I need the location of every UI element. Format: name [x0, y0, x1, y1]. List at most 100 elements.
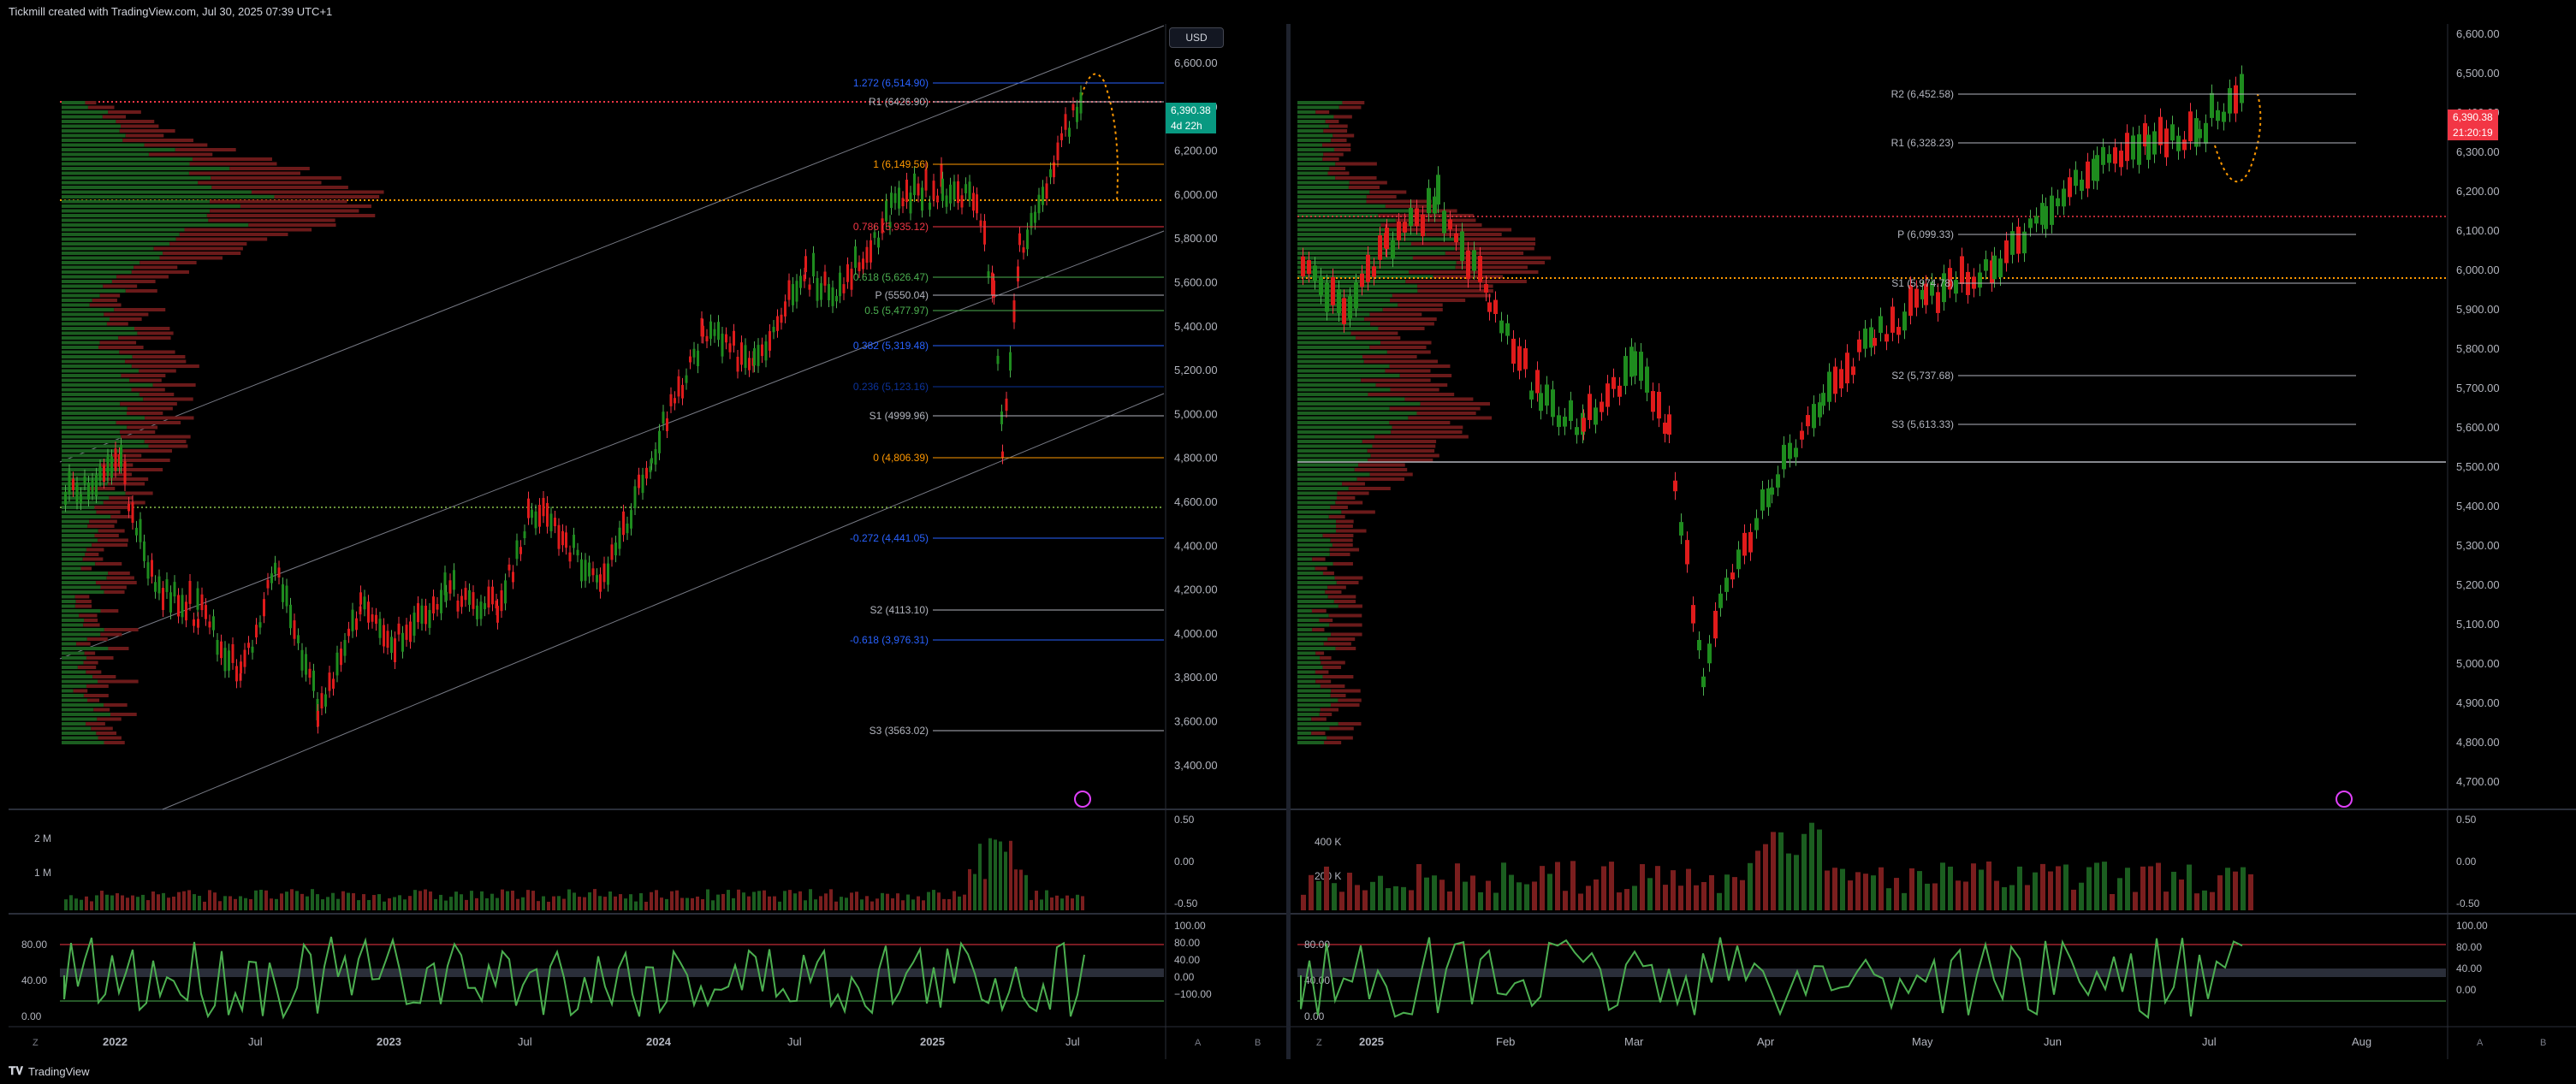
right-price-axis[interactable]: 6,600.006,500.006,400.006,300.006,200.00… — [2456, 27, 2500, 788]
left-candle-body — [247, 643, 250, 649]
left-profile-bar-up — [62, 543, 92, 547]
right-profile-bar-down — [1362, 440, 1437, 443]
left-candle-body — [828, 283, 830, 301]
left-auto-scale-icon[interactable]: A — [1195, 1038, 1202, 1048]
left-candle-body — [780, 314, 783, 323]
left-candle-body — [212, 616, 215, 631]
left-candle-body — [476, 605, 478, 619]
left-candle-body — [905, 179, 908, 203]
left-volume-bar — [136, 897, 139, 910]
right-profile-bar-down — [1349, 181, 1387, 185]
right-candle-body — [2143, 123, 2147, 147]
left-candle-body — [188, 580, 192, 604]
left-channel-line[interactable] — [162, 393, 1165, 810]
left-projection-path[interactable] — [1079, 73, 1119, 202]
left-candle-body — [924, 169, 928, 191]
right-osc-axis-label: 40.00 — [1304, 974, 1330, 986]
left-volume-bar — [521, 897, 525, 910]
right-profile-bar-up — [1297, 463, 1359, 467]
right-candle-body — [1839, 369, 1843, 388]
left-volume-bar — [1019, 869, 1023, 910]
right-candle-body — [1545, 384, 1549, 406]
left-price-axis[interactable]: 6,600.006,400.006,200.006,000.005,800.00… — [1174, 56, 1218, 772]
left-candle-body — [638, 474, 640, 489]
right-log-scale-icon[interactable]: B — [2540, 1038, 2546, 1048]
right-volume-bar — [1801, 833, 1807, 910]
right-time-axis[interactable]: 2025 Feb Mar Apr May Jun Jul Aug Z A B — [1316, 791, 2546, 1048]
left-profile-bar-up — [62, 581, 97, 584]
right-candle-body — [1869, 327, 1873, 348]
right-volume-bar — [2194, 893, 2199, 910]
right-price-tick: 5,900.00 — [2456, 303, 2500, 316]
right-profile-bar-down — [1322, 534, 1354, 537]
right-profile-bar-down — [1378, 214, 1474, 217]
left-candle-body — [347, 628, 350, 637]
left-profile-bar-down — [99, 293, 121, 298]
right-profile-bar-up — [1297, 482, 1343, 486]
left-volume-bar — [208, 890, 211, 910]
right-profile-bar-down — [1322, 572, 1334, 575]
panel-divider[interactable] — [1286, 24, 1291, 1059]
left-osc-axis-label: 40.00 — [21, 974, 47, 986]
right-price-badge: 6,390.38 21:20:19 — [2448, 110, 2498, 140]
left-candle-body — [507, 564, 511, 571]
right-profile-bar-down — [1389, 421, 1451, 424]
left-profile-bar-down — [83, 694, 109, 697]
left-channel-line[interactable] — [59, 25, 1165, 463]
right-profile-bar-up — [1297, 647, 1336, 650]
right-zoom-icon[interactable]: Z — [1316, 1038, 1322, 1048]
left-candle-body — [200, 594, 204, 611]
right-projection-path[interactable] — [2214, 93, 2262, 182]
left-zoom-icon[interactable]: Z — [33, 1038, 39, 1048]
right-auto-scale-icon[interactable]: A — [2477, 1038, 2484, 1048]
right-profile-bar-down — [1334, 576, 1363, 580]
right-volume-bar — [2094, 862, 2099, 910]
currency-button[interactable]: USD — [1169, 27, 1224, 48]
right-profile-bar-down — [1385, 369, 1431, 373]
left-profile-bar-down — [106, 322, 128, 326]
right-candle-body — [1319, 276, 1323, 296]
left-channel-line[interactable] — [59, 230, 1165, 660]
right-profile-bar-up — [1297, 110, 1316, 114]
left-pivot-levels[interactable]: 1.272 (6,514.90) R1 (6426.90) 1 (6,149.56)… — [850, 77, 1164, 737]
left-osc-right-axis-label: 0.00 — [1174, 971, 1195, 983]
right-profile-bar-down — [1411, 242, 1536, 246]
left-profile-bar-up — [62, 186, 212, 189]
left-profile-bar-up — [62, 148, 175, 151]
left-candle-body — [328, 672, 331, 691]
left-alert-icon[interactable] — [1074, 791, 1091, 808]
left-volume-bar — [388, 898, 391, 910]
left-time-axis[interactable]: 2022 Jul 2023 Jul 2024 Jul 2025 Jul Z A B — [33, 791, 1261, 1048]
left-profile-bar-up — [62, 642, 77, 646]
left-log-scale-icon[interactable]: B — [1255, 1038, 1261, 1048]
right-pivot-levels[interactable]: R2 (6,452.58) R1 (6,328.23) P (6,099.33) S1… — [1891, 88, 2356, 430]
right-candle-body — [1857, 339, 1861, 352]
left-profile-bar-up — [62, 331, 138, 335]
right-candle-body — [1770, 487, 1774, 495]
left-profile-bar-up — [62, 322, 107, 326]
left-chart-panel[interactable]: 1.272 (6,514.90) R1 (6426.90) 1 (6,149.56)… — [0, 0, 1286, 1061]
left-candle-body — [1026, 229, 1029, 250]
right-profile-bar-up — [1297, 519, 1337, 524]
left-candle-body — [263, 599, 265, 617]
left-profile-bar-down — [74, 604, 92, 608]
tradingview-logo-icon[interactable]: 𝐓𝐕 — [9, 1064, 23, 1077]
right-profile-bar-down — [1330, 506, 1348, 509]
left-profile-bar-down — [104, 628, 139, 631]
left-candle-body — [417, 603, 419, 623]
footer: 𝐓𝐕 TradingView — [9, 1064, 90, 1078]
left-profile-bar-up — [62, 708, 94, 712]
right-alert-icon[interactable] — [2336, 791, 2353, 808]
right-profile-bar-up — [1297, 195, 1367, 198]
left-volume-bar — [526, 890, 530, 910]
right-candle-body — [1523, 348, 1528, 370]
right-chart-panel[interactable]: R2 (6,452.58) R1 (6,328.23) P (6,099.33) S1… — [1291, 0, 2576, 1061]
right-candle-body — [2240, 74, 2244, 104]
left-profile-bar-up — [62, 378, 130, 382]
left-volume-bar — [198, 896, 201, 910]
left-profile-bar-up — [62, 246, 154, 251]
left-profile-bar-up — [62, 703, 104, 707]
right-profile-bar-up — [1297, 430, 1392, 434]
left-profile-bar-up — [62, 421, 116, 424]
right-profile-bar-down — [1362, 355, 1417, 358]
